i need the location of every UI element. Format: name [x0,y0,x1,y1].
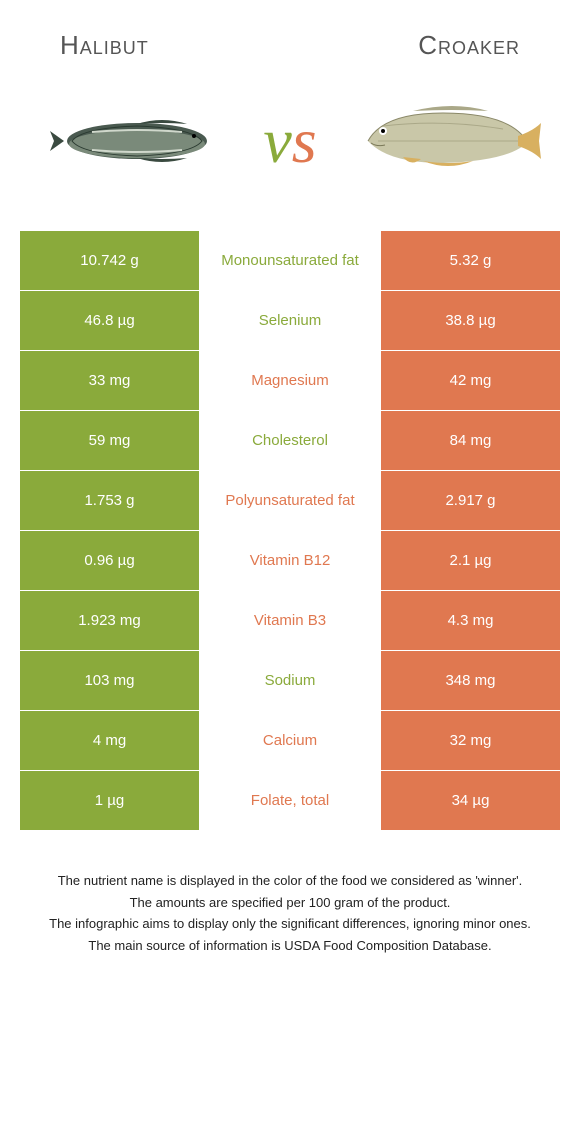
table-row: 0.96 µgVitamin B122.1 µg [20,531,560,591]
value-right: 38.8 µg [380,291,560,351]
table-row: 1 µgFolate, total34 µg [20,771,560,831]
value-left: 33 mg [20,351,200,411]
nutrient-name: Vitamin B3 [200,591,380,651]
nutrient-name: Folate, total [200,771,380,831]
nutrient-name: Sodium [200,651,380,711]
nutrient-name: Polyunsaturated fat [200,471,380,531]
nutrient-name: Cholesterol [200,411,380,471]
table-row: 46.8 µgSelenium38.8 µg [20,291,560,351]
value-right: 348 mg [380,651,560,711]
value-right: 32 mg [380,711,560,771]
value-right: 2.1 µg [380,531,560,591]
value-left: 103 mg [20,651,200,711]
title-left: Halibut [60,30,149,61]
footer-line-3: The infographic aims to display only the… [30,914,550,934]
value-right: 2.917 g [380,471,560,531]
value-right: 4.3 mg [380,591,560,651]
table-row: 33 mgMagnesium42 mg [20,351,560,411]
vs-row: vs [0,71,580,231]
nutrient-name: Selenium [200,291,380,351]
nutrient-name: Calcium [200,711,380,771]
value-left: 1 µg [20,771,200,831]
nutrient-name: Vitamin B12 [200,531,380,591]
value-left: 0.96 µg [20,531,200,591]
table-row: 4 mgCalcium32 mg [20,711,560,771]
nutrient-name: Magnesium [200,351,380,411]
value-right: 84 mg [380,411,560,471]
value-left: 4 mg [20,711,200,771]
value-left: 1.923 mg [20,591,200,651]
footer-line-4: The main source of information is USDA F… [30,936,550,956]
vs-label: vs [253,104,326,178]
halibut-image [10,106,253,176]
table-row: 59 mgCholesterol84 mg [20,411,560,471]
table-row: 103 mgSodium348 mg [20,651,560,711]
table-row: 1.923 mgVitamin B34.3 mg [20,591,560,651]
comparison-table: 10.742 gMonounsaturated fat5.32 g46.8 µg… [20,231,560,831]
footer: The nutrient name is displayed in the co… [30,871,550,955]
footer-line-1: The nutrient name is displayed in the co… [30,871,550,891]
header: Halibut Croaker [0,0,580,71]
value-right: 5.32 g [380,231,560,291]
table-row: 10.742 gMonounsaturated fat5.32 g [20,231,560,291]
value-left: 10.742 g [20,231,200,291]
vs-v: v [263,105,291,176]
footer-line-2: The amounts are specified per 100 gram o… [30,893,550,913]
value-left: 1.753 g [20,471,200,531]
value-left: 59 mg [20,411,200,471]
value-left: 46.8 µg [20,291,200,351]
title-right: Croaker [418,30,520,61]
value-right: 34 µg [380,771,560,831]
croaker-image [327,101,570,181]
value-right: 42 mg [380,351,560,411]
table-row: 1.753 gPolyunsaturated fat2.917 g [20,471,560,531]
vs-s: s [292,105,317,176]
nutrient-name: Monounsaturated fat [200,231,380,291]
